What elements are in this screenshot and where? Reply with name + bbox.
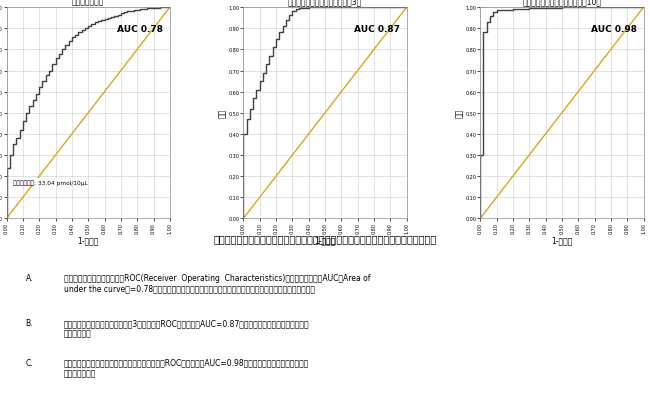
Text: 今回測定したカフェインを含む全化合物を用いたROC分析では、AUC=0.98とさらに高い診断確率を得るこ
とができます。: 今回測定したカフェインを含む全化合物を用いたROC分析では、AUC=0.98とさ… — [64, 358, 309, 377]
X-axis label: 1-特異度: 1-特異度 — [315, 235, 335, 244]
Text: カフェイン及びその直下代謝産物3種を用いたROC分析では、AUC=0.87とさらに高い診断確率を得ること
ができます。: カフェイン及びその直下代謝産物3種を用いたROC分析では、AUC=0.87とさら… — [64, 318, 309, 337]
Text: AUC 0.98: AUC 0.98 — [591, 25, 637, 34]
Y-axis label: 感度: 感度 — [218, 109, 227, 118]
Title: カフェインのみ: カフェインのみ — [72, 0, 105, 6]
Y-axis label: 感度: 感度 — [455, 109, 463, 118]
Text: B.: B. — [25, 318, 33, 327]
Text: A.: A. — [25, 273, 33, 282]
Text: C.: C. — [25, 358, 33, 367]
Text: AUC 0.87: AUC 0.87 — [354, 25, 400, 34]
Title: カフェインとその下流代謝産物10種: カフェインとその下流代謝産物10種 — [523, 0, 601, 6]
X-axis label: 1-特異度: 1-特異度 — [551, 235, 573, 244]
Text: カフェイン濃度のみを用いたROC(Receiver  Operating  Characteristics)曲線分析やでは、AUC（Area of
under : カフェイン濃度のみを用いたROC(Receiver Operating Char… — [64, 273, 370, 293]
Text: 図表２：　カフェイン及びその代謝産物濃度を用いたパーキンソン病診断価値の検討: 図表２： カフェイン及びその代謝産物濃度を用いたパーキンソン病診断価値の検討 — [213, 234, 437, 244]
Text: AUC 0.78: AUC 0.78 — [117, 25, 163, 34]
Text: カットオフ値: 33.04 pmol/10μL: カットオフ値: 33.04 pmol/10μL — [13, 179, 88, 185]
X-axis label: 1-特異度: 1-特異度 — [77, 235, 99, 244]
Title: カフェインとその直下代謝産物3種: カフェインとその直下代謝産物3種 — [288, 0, 362, 6]
